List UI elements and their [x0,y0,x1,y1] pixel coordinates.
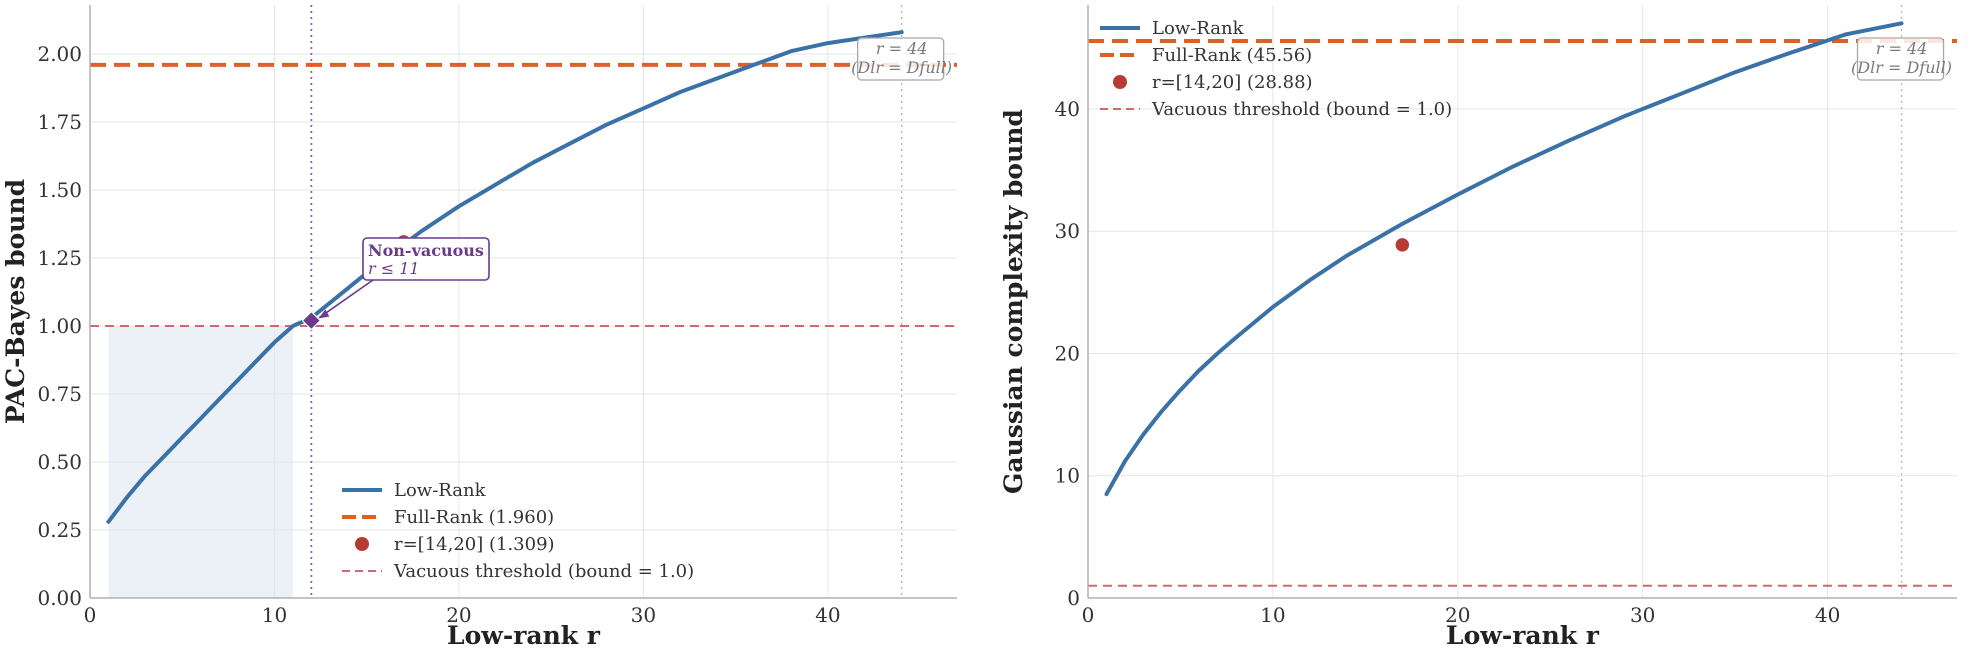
y-tick-label: 0.25 [37,518,82,542]
operating-point-marker [1394,236,1411,254]
legend-swatch-marker [1113,75,1127,89]
non-vacuous-label: Non-vacuous [368,241,484,260]
legend-label: Full-Rank (45.56) [1152,45,1312,66]
non-vacuous-region [108,325,293,598]
y-axis-label: PAC-Bayes bound [1,179,30,424]
y-tick-label: 2.00 [37,42,82,66]
legend-label: Low-Rank [394,480,487,501]
y-tick-label: 10 [1055,464,1080,488]
non-vacuous-sublabel: r ≤ 11 [368,259,420,278]
threshold-crossing-diamond [301,310,322,331]
y-tick-label: 0.50 [37,450,82,474]
legend-label: Vacuous threshold (bound = 1.0) [1151,99,1452,120]
x-tick-label: 30 [631,603,656,627]
x-tick-label: 0 [84,603,97,627]
rank-note-box [857,37,945,81]
legend-label: Vacuous threshold (bound = 1.0) [393,561,694,582]
rank-note-line-1: r = 44 [1876,39,1928,58]
legend-label: r=[14,20] (1.309) [394,534,555,555]
y-tick-label: 40 [1055,97,1080,121]
legend-label: Low-Rank [1152,18,1245,39]
rank-note-line-2: (Dlr = Dfull) [851,58,952,77]
low-rank-curve [1104,21,1904,497]
y-tick-label: 0.75 [37,382,82,406]
x-tick-label: 30 [1630,603,1655,627]
legend-label: r=[14,20] (28.88) [1152,72,1313,93]
rank-note-line-1: r = 44 [876,39,928,58]
x-tick-label: 0 [1082,603,1095,627]
y-axis-label: Gaussian complexity bound [999,109,1028,494]
y-tick-label: 1.00 [37,314,82,338]
x-tick-label: 20 [1445,603,1470,627]
annotation-arrowhead [318,309,330,319]
rank-note-box [1856,37,1945,81]
x-tick-label: 40 [1815,603,1840,627]
rank-note-line-2: (Dlr = Dfull) [1851,58,1952,77]
x-axis-label: Low-rank r [447,621,601,650]
y-tick-label: 1.25 [37,246,82,270]
x-tick-label: 20 [446,603,471,627]
y-tick-label: 1.75 [37,110,82,134]
x-tick-label: 10 [1260,603,1285,627]
legend-label: Full-Rank (1.960) [394,507,554,528]
x-axis-label: Low-rank r [1446,621,1600,650]
y-tick-label: 1.50 [37,178,82,202]
y-tick-label: 30 [1055,219,1080,243]
legend-swatch-marker [355,537,369,551]
y-tick-label: 0.00 [37,586,82,610]
y-tick-label: 20 [1055,341,1080,365]
x-tick-label: 40 [815,603,840,627]
y-tick-label: 0 [1067,586,1080,610]
non-vacuous-box [362,237,490,281]
x-tick-label: 10 [262,603,287,627]
gaussian-complexity-plot: r = 44(Dlr = Dfull) 0 10 20 30 40 0 10 20 30 40 Low… [999,5,1957,650]
